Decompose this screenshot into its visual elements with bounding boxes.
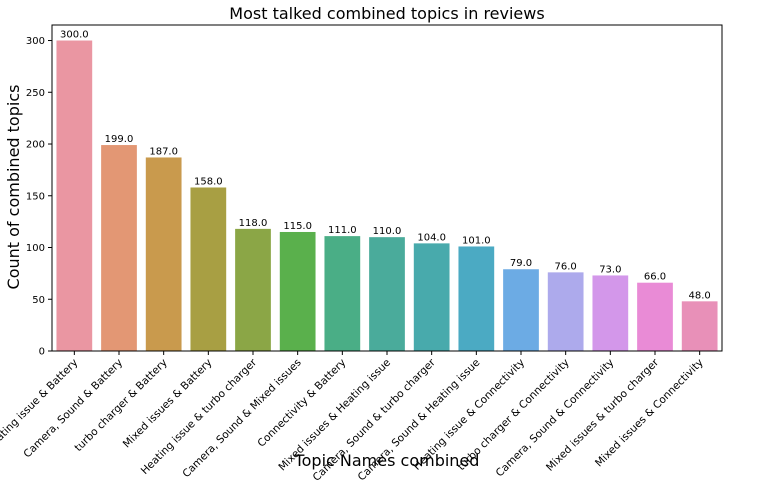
bar xyxy=(145,157,182,351)
bar xyxy=(369,237,405,351)
bar-value-label: 48.0 xyxy=(689,290,711,301)
bar xyxy=(503,269,539,351)
y-tick-label: 200 xyxy=(26,140,45,151)
bar xyxy=(190,187,227,351)
bar xyxy=(279,231,316,351)
plot-frame xyxy=(51,24,723,352)
bar xyxy=(235,228,271,351)
bar xyxy=(101,145,137,351)
y-tick-label: 0 xyxy=(39,347,45,358)
bar xyxy=(681,301,718,351)
bar-series xyxy=(56,40,718,352)
y-tick-label: 50 xyxy=(32,295,45,306)
bar-value-label: 73.0 xyxy=(599,264,621,275)
bar-value-label: 199.0 xyxy=(105,134,134,145)
bar xyxy=(547,272,584,351)
x-tick-label: Connectivity & Battery xyxy=(255,357,348,450)
bar-value-label: 79.0 xyxy=(510,258,532,269)
y-tick-label: 250 xyxy=(26,88,45,99)
bar-value-label: 187.0 xyxy=(149,146,178,157)
bar xyxy=(413,243,450,351)
bar xyxy=(324,236,361,351)
y-axis-label: Count of combined topics xyxy=(4,85,23,290)
bar xyxy=(592,275,629,351)
bar-value-label: 66.0 xyxy=(644,272,666,283)
bar xyxy=(458,246,495,351)
y-tick-label: 100 xyxy=(26,243,45,254)
y-tick-label: 300 xyxy=(26,36,45,47)
x-axis-label: Topic Names combined xyxy=(294,451,480,470)
bar-value-label: 110.0 xyxy=(373,226,402,237)
bar-value-label: 101.0 xyxy=(462,235,491,246)
bar-value-label: 111.0 xyxy=(328,225,357,236)
bar xyxy=(56,40,93,352)
bar-value-label: 300.0 xyxy=(60,30,89,41)
bar xyxy=(637,282,673,351)
data-labels: 300.0 199.0 187.0 158.0 118.0 115.0 111.0 110.0… xyxy=(60,30,711,302)
bar-value-label: 104.0 xyxy=(417,232,446,243)
x-tick-label: Mixed issues & Battery xyxy=(121,357,215,451)
y-axis-ticks: 0 50 100 150 200 250 300 xyxy=(26,36,52,358)
y-tick-label: 150 xyxy=(26,191,45,202)
bar-value-label: 76.0 xyxy=(555,261,577,272)
bar-value-label: 118.0 xyxy=(239,218,268,229)
chart-title: Most talked combined topics in reviews xyxy=(229,4,544,23)
bar-value-label: 158.0 xyxy=(194,176,223,187)
x-tick-label: turbo charger & Battery xyxy=(72,357,169,454)
bar-value-label: 115.0 xyxy=(283,221,312,232)
